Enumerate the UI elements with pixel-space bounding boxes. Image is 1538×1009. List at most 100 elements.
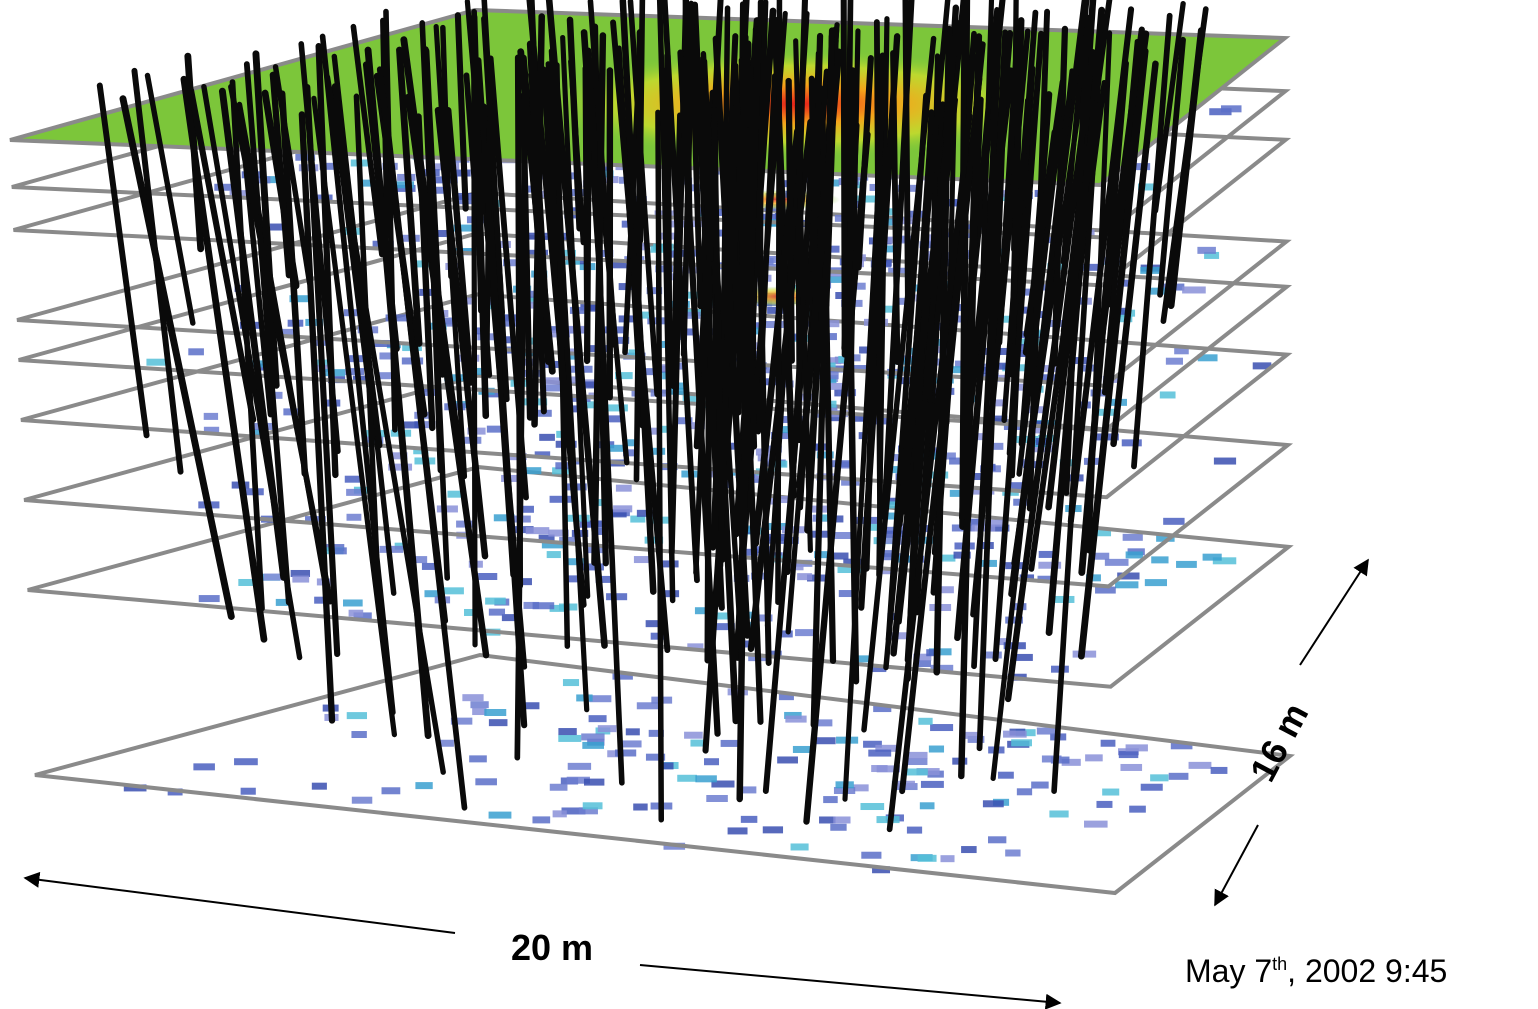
timestamp-rest: , 2002 9:45 — [1287, 953, 1447, 989]
cell — [740, 548, 759, 556]
cell — [612, 261, 627, 269]
cell — [450, 169, 471, 177]
cell — [1090, 389, 1112, 397]
cell — [961, 846, 977, 854]
cell — [845, 365, 868, 373]
cell — [646, 287, 663, 295]
stick — [180, 75, 268, 643]
stick — [481, 0, 510, 403]
cell — [1005, 616, 1023, 624]
cell — [375, 372, 395, 380]
cell — [1094, 552, 1110, 560]
stick — [350, 23, 385, 258]
cell — [332, 547, 347, 555]
cell — [777, 756, 798, 764]
cell — [868, 749, 892, 757]
cell — [615, 484, 632, 492]
cell — [895, 297, 911, 305]
cell — [488, 811, 512, 819]
cell — [292, 575, 310, 583]
cell — [1031, 781, 1049, 789]
stick — [990, 68, 1075, 782]
cell — [1030, 329, 1048, 337]
cell — [603, 444, 626, 452]
cell — [645, 753, 666, 761]
cell — [1151, 556, 1169, 564]
cell — [488, 719, 508, 727]
stick — [1101, 38, 1140, 396]
cell — [778, 693, 794, 701]
cell — [682, 395, 702, 403]
cell — [485, 597, 506, 605]
cell — [515, 526, 534, 534]
cell — [534, 451, 551, 459]
cell — [278, 328, 298, 336]
cell — [936, 586, 954, 594]
cell — [415, 388, 436, 396]
cell — [343, 599, 363, 607]
cell — [824, 357, 842, 365]
cell — [709, 612, 730, 620]
cell — [784, 711, 802, 719]
cell — [630, 515, 646, 523]
cell — [1005, 849, 1021, 857]
cell — [726, 357, 747, 365]
cell — [615, 372, 633, 380]
cell — [687, 643, 704, 651]
cell — [263, 573, 286, 581]
stick — [252, 50, 280, 389]
cell — [439, 739, 454, 747]
stick — [475, 57, 516, 578]
cell — [1213, 457, 1237, 465]
cell — [450, 717, 473, 725]
cell — [694, 607, 713, 615]
cell — [415, 782, 433, 790]
cell — [1085, 574, 1101, 582]
cell — [861, 851, 882, 859]
stick — [433, 23, 468, 480]
cell — [472, 708, 487, 716]
cell — [831, 532, 855, 540]
cell — [193, 763, 215, 771]
cell — [488, 608, 506, 616]
stick — [764, 10, 810, 629]
cell — [646, 447, 666, 455]
cell — [882, 245, 899, 253]
cell — [713, 623, 735, 631]
cell — [1170, 742, 1193, 750]
cell — [348, 609, 364, 617]
cell — [146, 358, 168, 366]
cell — [762, 366, 777, 374]
cell — [539, 433, 555, 441]
cell — [559, 536, 578, 544]
cell — [316, 338, 334, 346]
depth-arrow — [1214, 558, 1369, 907]
cell — [985, 519, 1005, 527]
cell — [436, 505, 458, 513]
cell — [633, 556, 653, 564]
cell — [493, 514, 515, 522]
cell — [501, 614, 519, 622]
cell — [762, 826, 784, 834]
cell — [1037, 575, 1055, 583]
cell — [188, 348, 204, 356]
stick — [218, 87, 288, 581]
cell — [566, 776, 590, 784]
cell — [424, 590, 442, 598]
cell — [484, 709, 507, 717]
cell — [887, 454, 908, 462]
cell — [636, 509, 654, 517]
cell — [582, 563, 604, 571]
cell — [1138, 183, 1161, 191]
cell — [525, 527, 550, 535]
cell — [1125, 551, 1143, 559]
cell — [940, 855, 955, 863]
cell — [982, 800, 1004, 808]
stick — [627, 0, 660, 398]
cell — [478, 573, 498, 581]
cell — [776, 630, 793, 638]
cell — [1104, 558, 1129, 566]
cell — [1118, 751, 1139, 759]
stick — [1131, 12, 1173, 470]
cell — [828, 382, 853, 390]
